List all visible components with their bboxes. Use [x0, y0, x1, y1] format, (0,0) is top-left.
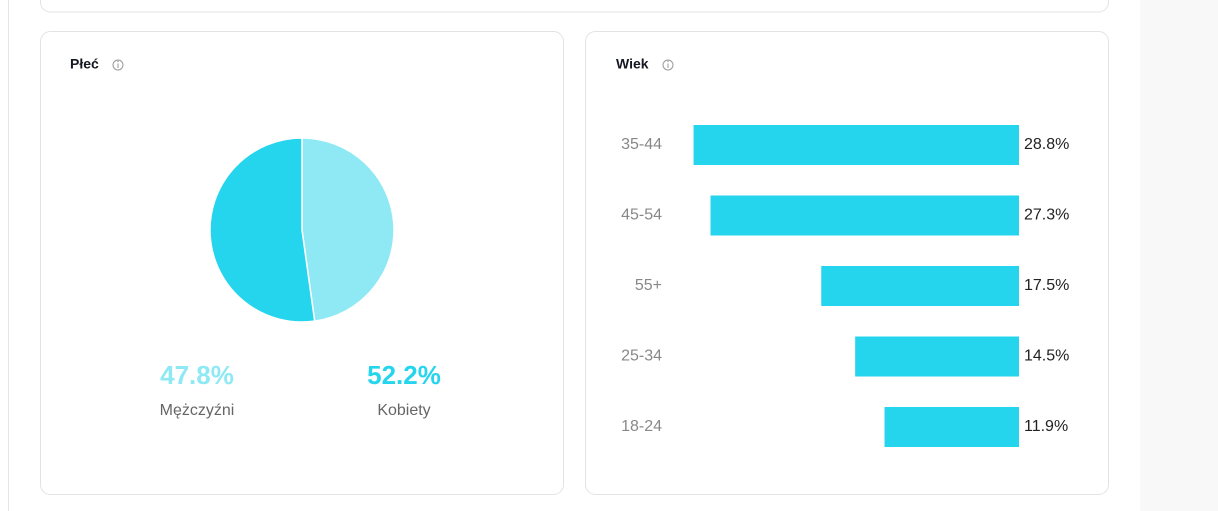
value-label: 17.5%	[1024, 277, 1069, 294]
bar	[693, 125, 1019, 165]
category-label: 18-24	[621, 418, 662, 435]
bar	[855, 336, 1019, 377]
gender-title: Płeć	[70, 56, 99, 72]
pie-slice	[301, 137, 395, 322]
info-icon[interactable]	[112, 59, 124, 71]
value-label: 11.9%	[1024, 418, 1068, 435]
category-label: 35-44	[621, 136, 662, 153]
percent-label: 47.8%	[160, 360, 234, 390]
category-label: 45-54	[621, 207, 662, 224]
bar	[884, 407, 1019, 447]
top-card	[40, 0, 1109, 13]
side-panel	[1140, 0, 1218, 511]
value-label: 28.8%	[1024, 136, 1069, 153]
bar	[710, 195, 1019, 236]
pie-slice	[209, 137, 316, 323]
value-label: 14.5%	[1024, 348, 1069, 365]
percent-label: 52.2%	[367, 360, 441, 390]
age-title: Wiek	[616, 56, 649, 72]
legend-label: Mężczyźni	[160, 402, 235, 419]
bar	[821, 266, 1019, 306]
legend-label: Kobiety	[377, 402, 430, 419]
info-icon[interactable]	[662, 59, 674, 71]
category-label: 55+	[635, 277, 662, 294]
category-label: 25-34	[621, 348, 662, 365]
value-label: 27.3%	[1024, 207, 1069, 224]
